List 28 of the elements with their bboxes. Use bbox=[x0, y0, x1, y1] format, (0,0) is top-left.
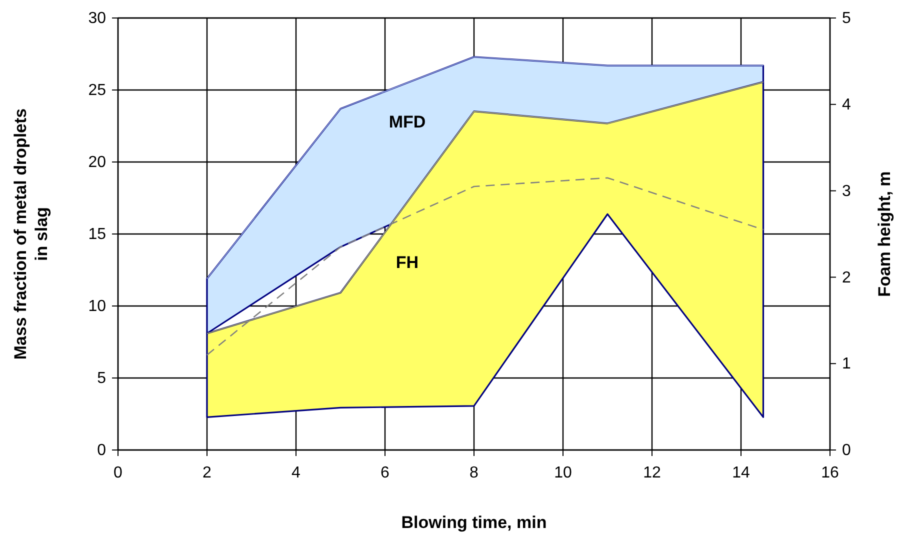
x-tick-label: 2 bbox=[202, 464, 212, 482]
y-tick-label: 10 bbox=[88, 298, 106, 316]
series-label: MFD bbox=[388, 112, 426, 132]
y2-axis-title: Foam height, m bbox=[875, 171, 894, 297]
y2-tick-label: 5 bbox=[842, 10, 851, 28]
x-tick-label: 14 bbox=[732, 464, 750, 482]
series-label: FH bbox=[396, 252, 419, 272]
y-tick-label: 25 bbox=[88, 82, 106, 100]
x-tick-label: 16 bbox=[821, 464, 839, 482]
y2-tick-label: 2 bbox=[842, 269, 851, 286]
x-tick-label: 4 bbox=[292, 464, 301, 482]
y-tick-label: 0 bbox=[97, 442, 106, 460]
x-tick-label: 0 bbox=[114, 464, 123, 482]
y-tick-label: 5 bbox=[97, 370, 106, 388]
y-tick-label: 15 bbox=[88, 226, 106, 244]
x-tick-label: 6 bbox=[380, 464, 390, 482]
x-tick-label: 8 bbox=[470, 464, 479, 482]
y-axis-title: Mass fraction of metal droplets in slag bbox=[11, 108, 51, 360]
x-tick-label: 10 bbox=[554, 464, 572, 482]
y2-tick-label: 1 bbox=[842, 356, 851, 373]
line-series bbox=[206, 177, 764, 356]
y2-tick-label: 0 bbox=[842, 442, 851, 460]
x-tick-label: 12 bbox=[643, 464, 661, 482]
y-tick-label: 30 bbox=[88, 10, 106, 28]
y2-tick-label: 3 bbox=[842, 182, 851, 200]
y2-tick-label: 4 bbox=[842, 96, 851, 114]
y-tick-label: 20 bbox=[88, 154, 106, 172]
x-axis-title: Blowing time, min bbox=[401, 513, 547, 532]
